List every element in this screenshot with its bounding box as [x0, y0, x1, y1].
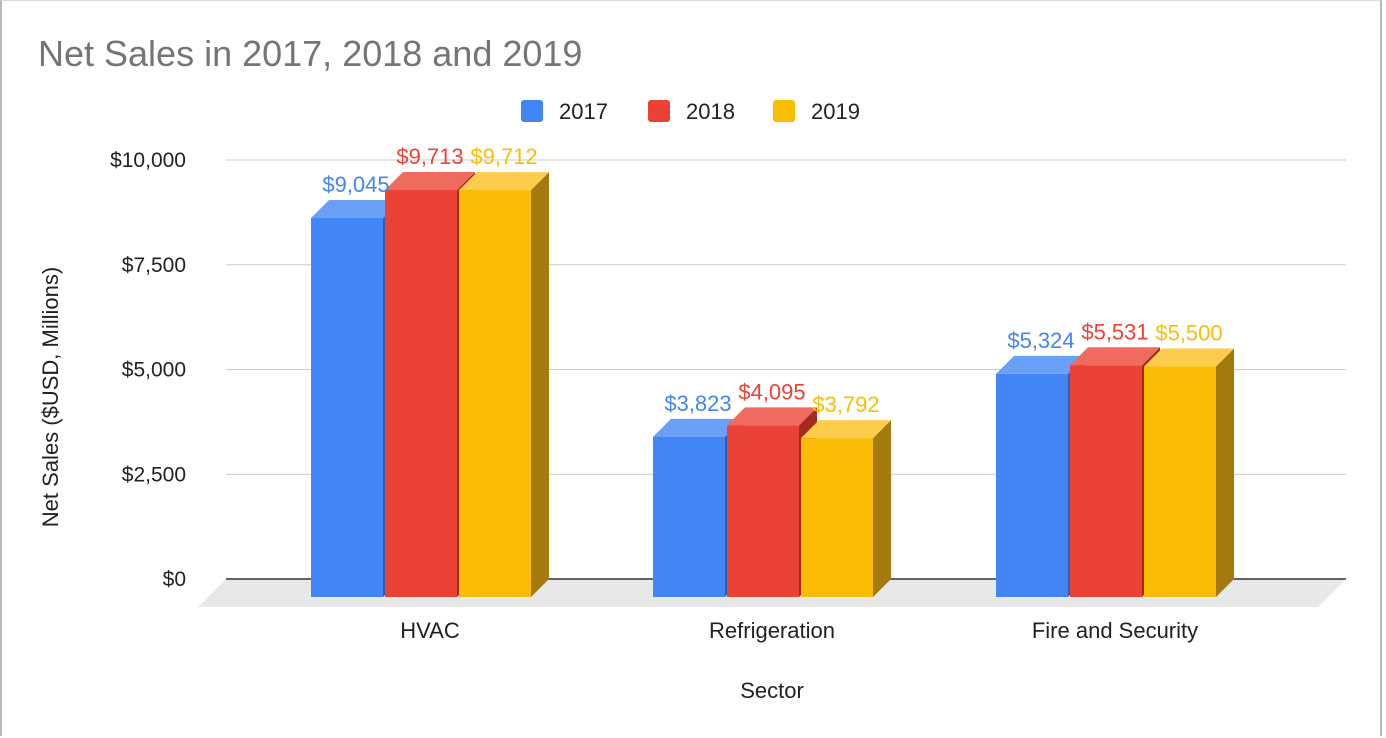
bar-top: [1070, 347, 1160, 366]
bar-front: [801, 438, 873, 597]
bar-top: [727, 407, 817, 426]
bar-side: [531, 172, 549, 597]
x-category-label: Refrigeration: [709, 618, 835, 643]
bar-refrigeration-2019[interactable]: [801, 420, 891, 597]
legend-swatch: [648, 100, 670, 122]
bar-top: [459, 172, 549, 191]
bars: [311, 172, 1234, 597]
data-label: $5,324: [1007, 328, 1074, 353]
bar-front: [653, 436, 725, 597]
bar-top: [801, 420, 891, 439]
legend-item-2018[interactable]: 2018: [648, 99, 735, 124]
data-label: $9,045: [322, 172, 389, 197]
legend-item-2017[interactable]: 2017: [521, 99, 608, 124]
data-label: $5,500: [1155, 321, 1222, 346]
bar-front: [385, 190, 457, 597]
legend-swatch: [521, 100, 543, 122]
legend-swatch: [773, 100, 795, 122]
data-label: $3,823: [664, 391, 731, 416]
y-tick-label: $10,000: [110, 149, 186, 172]
legend-label: 2018: [686, 99, 735, 124]
bar-front: [311, 218, 383, 597]
data-label: $4,095: [738, 379, 805, 404]
y-axis-title: Net Sales ($USD, Millions): [38, 267, 63, 527]
chart-title: Net Sales in 2017, 2018 and 2019: [38, 33, 582, 74]
y-tick-label: $7,500: [122, 254, 186, 277]
bar-hvac-2019[interactable]: [459, 172, 549, 597]
y-tick-label: $5,000: [122, 359, 186, 382]
bar-front: [727, 425, 799, 597]
data-label: $3,792: [812, 392, 879, 417]
data-label: $9,713: [396, 144, 463, 169]
bar-front: [459, 190, 531, 597]
bar-fire-and-security-2019[interactable]: [1144, 348, 1234, 597]
y-tick-label: $2,500: [122, 463, 186, 486]
bar-top: [653, 418, 743, 437]
bar-front: [1144, 366, 1216, 597]
legend-label: 2019: [811, 99, 860, 124]
bar-top: [311, 200, 401, 219]
legend[interactable]: 2017 2018 2019: [521, 99, 860, 124]
y-axis-ticks: $0 $2,500 $5,000 $7,500 $10,000: [110, 149, 186, 591]
x-category-label: HVAC: [400, 618, 460, 643]
data-label: $9,712: [470, 144, 537, 169]
bar-top: [996, 355, 1086, 374]
x-axis-categories: HVAC Refrigeration Fire and Security: [400, 618, 1198, 643]
bar-top: [385, 172, 475, 191]
bar-front: [1070, 365, 1142, 597]
bar-side: [1216, 348, 1234, 597]
data-labels: $9,045 $9,713 $9,712 $3,823 $4,095 $3,792 $5,3…: [322, 144, 1222, 417]
data-label: $5,531: [1081, 319, 1148, 344]
bar-side: [873, 420, 891, 597]
x-axis-title: Sector: [740, 678, 804, 703]
y-tick-label: $0: [163, 568, 186, 591]
x-category-label: Fire and Security: [1032, 618, 1198, 643]
legend-item-2019[interactable]: 2019: [773, 99, 860, 124]
bar-front: [996, 373, 1068, 597]
bar-top: [1144, 348, 1234, 367]
legend-label: 2017: [559, 99, 608, 124]
